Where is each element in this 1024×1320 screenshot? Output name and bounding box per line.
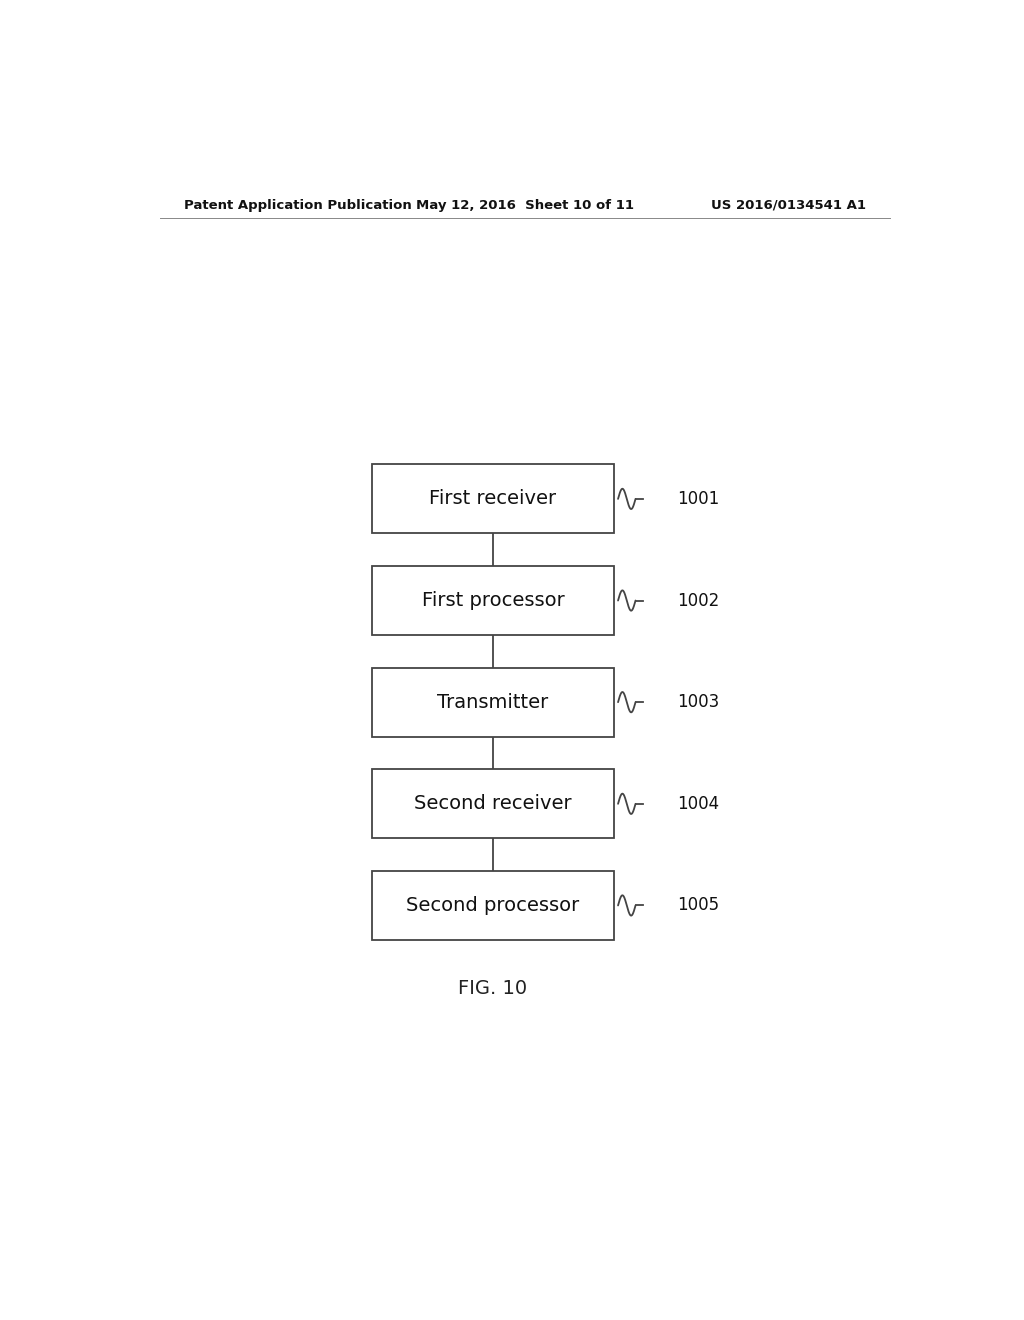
Text: US 2016/0134541 A1: US 2016/0134541 A1 — [711, 198, 866, 211]
Text: Transmitter: Transmitter — [437, 693, 549, 711]
Bar — [372, 668, 614, 737]
Text: 1002: 1002 — [678, 591, 720, 610]
Text: FIG. 10: FIG. 10 — [459, 979, 527, 998]
Text: Patent Application Publication: Patent Application Publication — [183, 198, 412, 211]
Text: 1004: 1004 — [678, 795, 720, 813]
Bar — [372, 566, 614, 635]
Bar — [372, 770, 614, 838]
Text: Second receiver: Second receiver — [415, 795, 571, 813]
Bar — [372, 871, 614, 940]
Text: First receiver: First receiver — [429, 490, 557, 508]
Bar — [372, 465, 614, 533]
Text: 1001: 1001 — [678, 490, 720, 508]
Text: 1005: 1005 — [678, 896, 720, 915]
Text: 1003: 1003 — [678, 693, 720, 711]
Text: Second processor: Second processor — [407, 896, 580, 915]
Text: First processor: First processor — [422, 591, 564, 610]
Text: May 12, 2016  Sheet 10 of 11: May 12, 2016 Sheet 10 of 11 — [416, 198, 634, 211]
